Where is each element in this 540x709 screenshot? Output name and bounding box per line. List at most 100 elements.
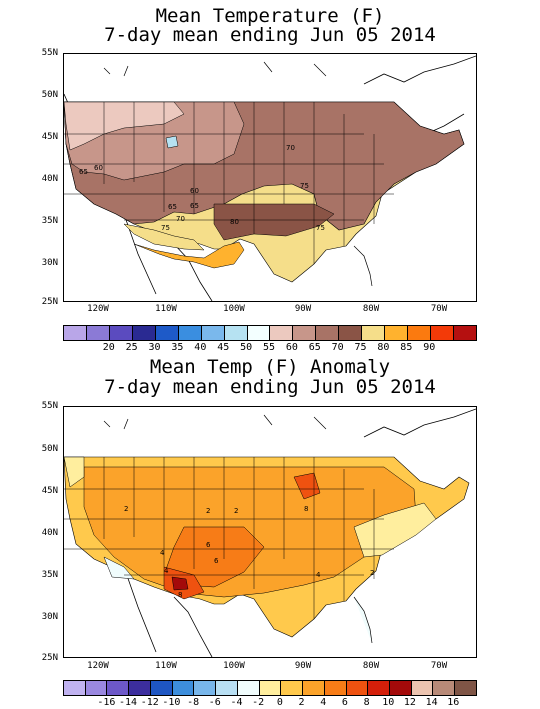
map1-title-line2: 7-day mean ending Jun 05 2014 bbox=[104, 24, 436, 46]
colorbar-label: 25 bbox=[125, 342, 138, 353]
colorbar-label: -6 bbox=[208, 697, 221, 708]
colorbar-label: 6 bbox=[341, 697, 348, 708]
map1-contour-label: 75 bbox=[316, 224, 325, 232]
colorbar-swatch bbox=[178, 326, 202, 340]
colorbar-label: 8 bbox=[363, 697, 370, 708]
colorbar-label: 12 bbox=[403, 697, 416, 708]
colorbar-swatch bbox=[85, 681, 108, 695]
map2-lat-label: 50N bbox=[41, 444, 58, 454]
map2-svg: 2 2 2 4 6 4 8 4 6 4 2 8 bbox=[64, 408, 476, 657]
colorbar-swatch bbox=[109, 326, 133, 340]
map1-lon-label: 100W bbox=[223, 304, 245, 314]
map2-title-line1: Mean Temp (F) Anomaly bbox=[149, 356, 391, 378]
colorbar-swatch bbox=[270, 326, 294, 340]
map2-contour-label: 8 bbox=[304, 505, 308, 513]
map2-contour-label: 2 bbox=[370, 569, 374, 577]
map1-contour-label: 75 bbox=[300, 182, 309, 190]
map2-lon-label: 80W bbox=[362, 661, 380, 671]
colorbar-swatch bbox=[172, 681, 195, 695]
map2-lat-label: 25N bbox=[41, 653, 58, 663]
map1-contour-label: 65 bbox=[79, 168, 88, 176]
colorbar-label: 10 bbox=[382, 697, 395, 708]
map2-lon-label: 120W bbox=[87, 661, 109, 671]
colorbar-swatch bbox=[150, 681, 173, 695]
map2-lat-label: 35N bbox=[41, 570, 58, 580]
map1-lon-label: 90W bbox=[294, 304, 312, 314]
map2-contour-label: 2 bbox=[206, 507, 210, 515]
map1-contour-label: 60 bbox=[190, 187, 199, 195]
colorbar-label: 20 bbox=[102, 342, 115, 353]
map2-lat-label: 40N bbox=[41, 528, 58, 538]
colorbar-label: 30 bbox=[148, 342, 161, 353]
map1-contour-label: 65 bbox=[168, 203, 177, 211]
map2-lat-label: 45N bbox=[41, 486, 58, 496]
map1-svg: 65 60 65 60 70 75 65 70 75 80 75 bbox=[64, 55, 476, 301]
colorbar-swatch bbox=[155, 326, 179, 340]
map1-lat-label: 40N bbox=[41, 174, 58, 184]
map1-lon-label: 120W bbox=[87, 304, 109, 314]
map1-panel: 65 60 65 60 70 75 65 70 75 80 75 bbox=[63, 53, 477, 302]
map1-lat-label: 30N bbox=[41, 258, 58, 268]
colorbar-swatch bbox=[224, 326, 248, 340]
colorbar-label: 85 bbox=[400, 342, 413, 353]
colorbar-label: 40 bbox=[194, 342, 207, 353]
map1-colorbar bbox=[63, 325, 477, 341]
colorbar-swatch bbox=[129, 681, 151, 695]
map2-contour-label: 4 bbox=[160, 549, 165, 557]
colorbar-label: 45 bbox=[217, 342, 230, 353]
colorbar-swatch bbox=[64, 326, 87, 340]
map1-title-line1: Mean Temperature (F) bbox=[155, 5, 385, 27]
colorbar-swatch bbox=[316, 326, 340, 340]
map2-contour-label: 4 bbox=[316, 571, 321, 579]
map1-lat-label: 35N bbox=[41, 216, 58, 226]
colorbar-swatch bbox=[346, 681, 369, 695]
map2-contour-label: 4 bbox=[164, 567, 169, 575]
colorbar-label: 60 bbox=[285, 342, 298, 353]
colorbar-swatch bbox=[324, 681, 347, 695]
map2-lon-label: 110W bbox=[155, 661, 177, 671]
colorbar-label: -12 bbox=[140, 697, 159, 708]
map2-lon-label: 100W bbox=[223, 661, 245, 671]
colorbar-label: 16 bbox=[447, 697, 460, 708]
map2-contour-label: 6 bbox=[214, 557, 219, 565]
map1-contour-label: 70 bbox=[176, 215, 185, 223]
colorbar-swatch bbox=[339, 326, 363, 340]
map1-contour-label: 75 bbox=[161, 224, 170, 232]
colorbar-label: 4 bbox=[320, 697, 327, 708]
colorbar-label: -4 bbox=[230, 697, 243, 708]
colorbar-swatch bbox=[194, 681, 217, 695]
map2-contour-label: 8 bbox=[178, 591, 182, 599]
colorbar-swatch bbox=[64, 681, 86, 695]
colorbar-swatch bbox=[385, 326, 409, 340]
map1-lat-label: 50N bbox=[41, 90, 58, 100]
colorbar-swatch bbox=[433, 681, 456, 695]
colorbar-swatch bbox=[86, 326, 110, 340]
colorbar-swatch bbox=[455, 681, 476, 695]
map1-contour-label: 65 bbox=[190, 202, 199, 210]
colorbar-label: 90 bbox=[423, 342, 436, 353]
map2-panel: 2 2 2 4 6 4 8 4 6 4 2 8 bbox=[63, 406, 477, 658]
colorbar-label: -8 bbox=[187, 697, 200, 708]
colorbar-label: -16 bbox=[97, 697, 116, 708]
colorbar-swatch bbox=[201, 326, 225, 340]
colorbar-swatch bbox=[293, 326, 317, 340]
colorbar-swatch bbox=[281, 681, 304, 695]
colorbar-label: -10 bbox=[162, 697, 181, 708]
map2-contour-label: 2 bbox=[234, 507, 238, 515]
colorbar-swatch bbox=[132, 326, 156, 340]
map2-lon-label: 70W bbox=[430, 661, 448, 671]
colorbar-swatch bbox=[453, 326, 476, 340]
colorbar-label: 14 bbox=[425, 697, 438, 708]
colorbar-label: -2 bbox=[252, 697, 265, 708]
colorbar-swatch bbox=[107, 681, 130, 695]
colorbar-swatch bbox=[216, 681, 238, 695]
map1-lon-label: 110W bbox=[155, 304, 177, 314]
colorbar-label: 80 bbox=[377, 342, 390, 353]
map1-lat-label: 55N bbox=[41, 48, 58, 58]
colorbar-swatch bbox=[431, 326, 454, 340]
colorbar-swatch bbox=[237, 681, 260, 695]
colorbar-label: 70 bbox=[331, 342, 344, 353]
colorbar-label: 35 bbox=[171, 342, 184, 353]
map1-lon-label: 80W bbox=[362, 304, 380, 314]
map2-lat-label: 30N bbox=[41, 612, 58, 622]
